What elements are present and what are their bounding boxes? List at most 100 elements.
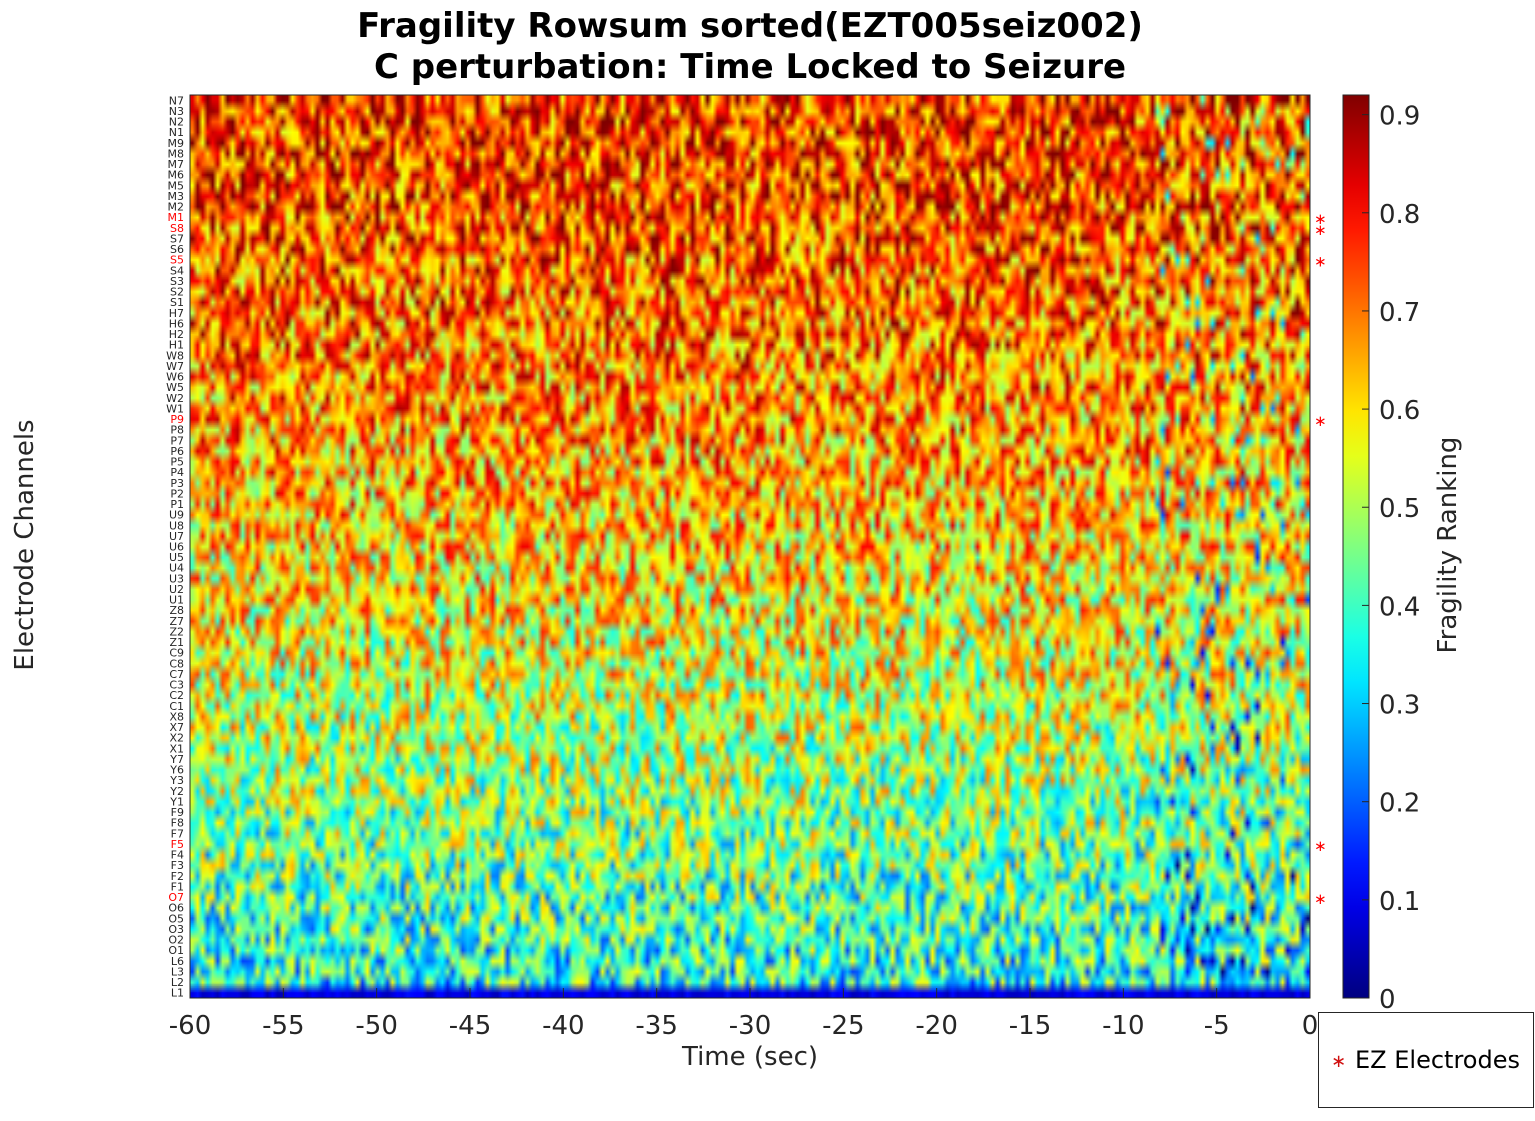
channel-label: W6 [166,371,184,384]
colorbar-tick-label: 0.4 [1379,592,1420,622]
channel-label: F5 [171,838,184,851]
channel-label: F8 [171,817,184,830]
x-tick-label: -15 [1009,1011,1051,1041]
channel-label: N3 [169,105,184,118]
channel-label: O1 [168,944,184,957]
channel-label: M7 [168,158,185,171]
x-tick-label: -30 [729,1011,771,1041]
x-tick-label: -55 [262,1011,304,1041]
channel-label: P7 [170,434,184,447]
channel-label: M8 [168,147,185,160]
plot-frame [189,94,1311,999]
ez-marker: ∗ [1314,412,1327,430]
channel-label: N7 [169,94,184,107]
channel-label: S3 [170,275,184,288]
x-tick-label: -5 [1204,1011,1230,1041]
channel-label: S5 [170,254,184,267]
channel-label: F3 [171,859,184,872]
x-tick-label: -20 [915,1011,957,1041]
channel-label: M6 [168,169,185,182]
channel-label: P4 [170,466,184,479]
channel-label: M3 [168,190,185,203]
x-tick-label: -60 [169,1011,211,1041]
channel-label: F2 [171,870,184,883]
channel-label: P3 [170,477,184,490]
colorbar-tick-label: 0.3 [1379,691,1420,721]
ez-marker: ∗ [1314,210,1327,228]
channel-label: O6 [168,902,184,915]
channel-label: W5 [166,381,184,394]
channel-label: H6 [169,317,184,330]
channel-label: O7 [168,891,184,904]
x-tick-label: -10 [1102,1011,1144,1041]
channel-label: P2 [170,487,184,500]
channel-label: W2 [166,392,184,405]
channel-label: N2 [169,116,184,129]
channel-label: M5 [168,179,185,192]
channel-label: C3 [169,679,184,692]
channel-label: O3 [168,923,184,936]
channel-label: U2 [169,583,184,596]
channel-label: Z7 [169,615,184,628]
channel-label: S6 [170,243,184,256]
ez-marker: ∗ [1314,837,1327,855]
channel-label: W1 [166,402,184,415]
channel-label: W8 [166,349,184,362]
channel-label: U7 [169,530,184,543]
channel-label: Z2 [169,625,184,638]
x-tick-label: 0 [1302,1011,1319,1041]
colorbar-tick-label: 0.5 [1379,494,1420,524]
channel-label: M1 [168,211,185,224]
channel-label: F1 [171,880,184,893]
channel-label: P5 [170,456,184,469]
channel-label: F4 [171,849,184,862]
channel-label: C7 [169,668,184,681]
channel-label: H2 [169,328,184,341]
channel-label: S2 [170,286,184,299]
channel-label: P1 [170,498,184,511]
channel-label: Y2 [169,785,184,798]
x-tick-label: -25 [822,1011,864,1041]
channel-label: X7 [169,721,184,734]
colorbar-tick-label: 0.8 [1379,200,1420,230]
channel-label: Z8 [169,604,184,617]
channel-label: U9 [169,509,184,522]
channel-label: O2 [168,934,184,947]
channel-label: Y3 [169,774,184,787]
channel-label: U5 [169,551,184,564]
colorbar-tick-label: 0.7 [1379,298,1420,328]
channel-label: P6 [170,445,184,458]
channel-label: S4 [170,264,184,277]
channel-label: M2 [168,201,185,214]
channel-label: L1 [171,987,184,1000]
channel-label: P9 [170,413,184,426]
colorbar-tick-label: 0.2 [1379,789,1420,819]
channel-label: U4 [169,562,184,575]
channel-label: U6 [169,541,184,554]
legend: ∗ EZ Electrodes [1318,1012,1534,1108]
x-tick-label: -50 [355,1011,397,1041]
channel-label: C2 [169,689,184,702]
channel-label: U1 [169,594,184,607]
ez-marker: ∗ [1314,890,1327,908]
channel-label: W7 [166,360,184,373]
colorbar-tick-label: 0.6 [1379,396,1420,426]
channel-label: Y7 [169,753,184,766]
x-tick-label: -40 [542,1011,584,1041]
channel-label: X2 [169,732,184,745]
channel-label: L3 [171,965,184,978]
channel-label: U3 [169,572,184,585]
channel-label: S7 [170,232,184,245]
channel-label: X1 [169,742,184,755]
channel-label: P8 [170,424,184,437]
chart-subtitle: C perturbation: Time Locked to Seizure [373,47,1127,87]
channel-label: N1 [169,126,184,139]
heatmap-cells [190,95,1310,998]
x-tick-label: -45 [449,1011,491,1041]
channel-label: F9 [171,806,184,819]
ez-marker: ∗ [1314,253,1327,271]
channel-label: L6 [171,955,184,968]
channel-label: H1 [169,339,184,352]
